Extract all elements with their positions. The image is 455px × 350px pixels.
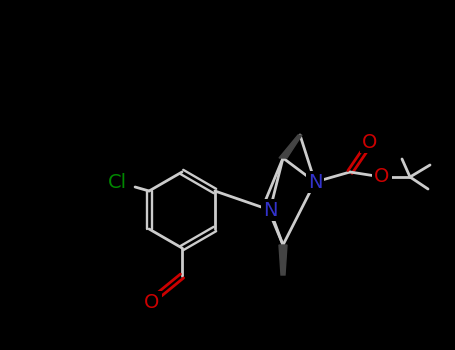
Text: O: O	[144, 293, 160, 312]
Text: Cl: Cl	[107, 174, 126, 192]
Polygon shape	[279, 135, 302, 158]
Text: O: O	[362, 133, 378, 152]
Text: N: N	[308, 173, 322, 191]
Text: N: N	[263, 201, 277, 219]
Polygon shape	[279, 245, 287, 275]
Text: O: O	[374, 168, 389, 187]
